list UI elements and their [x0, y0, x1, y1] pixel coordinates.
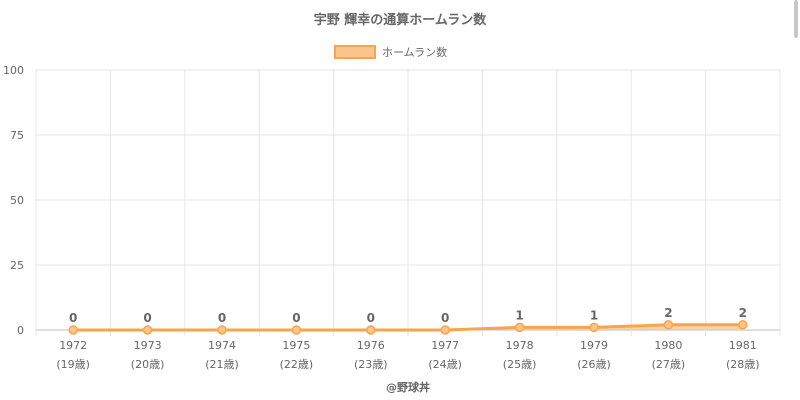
x-tick-age-label: (21歳): [205, 358, 239, 371]
legend-swatch: [334, 45, 376, 59]
y-tick-label: 75: [10, 129, 24, 142]
x-tick-age-label: (20歳): [131, 358, 165, 371]
y-tick-label: 25: [10, 259, 24, 272]
data-point: [291, 325, 302, 335]
x-axis: 1972 (19歳) 1973 (20歳) 1974 (21歳) 1975 (22歳) 1976…: [56, 339, 759, 371]
data-labels: 0 0 0 0 0 0 1 1 2 2: [69, 306, 747, 325]
x-tick-age-label: (28歳): [726, 358, 760, 371]
x-tick-label: 1977: [431, 339, 459, 352]
x-tick-age-label: (24歳): [428, 358, 462, 371]
legend[interactable]: ホームラン数: [334, 45, 447, 59]
x-tick-age-label: (25歳): [503, 358, 537, 371]
x-tick-label: 1981: [729, 339, 757, 352]
scrollbar[interactable]: [794, 0, 798, 38]
data-label: 1: [590, 308, 598, 322]
data-point: [440, 325, 450, 335]
data-label: 0: [292, 311, 300, 325]
data-point: [738, 320, 748, 330]
x-tick-age-label: (22歳): [280, 358, 314, 371]
y-tick-label: 0: [17, 324, 24, 337]
x-tick-label: 1975: [282, 339, 310, 352]
credit-label: @野球丼: [386, 380, 430, 394]
y-tick-label: 50: [10, 194, 24, 207]
data-label: 2: [739, 306, 747, 320]
x-tick-label: 1972: [59, 339, 87, 352]
data-label: 0: [143, 311, 151, 325]
x-tick-age-label: (23歳): [354, 358, 388, 371]
data-point: [366, 325, 376, 335]
data-point: [142, 325, 153, 335]
x-tick-label: 1976: [357, 339, 385, 352]
x-tick-label: 1978: [506, 339, 534, 352]
x-tick-age-label: (19歳): [56, 358, 90, 371]
x-tick-age-label: (26歳): [577, 358, 611, 371]
data-label: 2: [664, 306, 672, 320]
data-point: [217, 325, 227, 335]
data-label: 0: [441, 311, 449, 325]
chart-title: 宇野 輝幸の通算ホームラン数: [314, 12, 487, 28]
data-label: 1: [515, 308, 523, 322]
data-point: [68, 325, 78, 335]
data-point: [663, 320, 674, 330]
data-point: [589, 322, 599, 333]
x-tick-label: 1979: [580, 339, 608, 352]
grid: [35, 69, 781, 336]
x-tick-label: 1973: [134, 339, 162, 352]
data-label: 0: [367, 311, 375, 325]
series-area: [68, 320, 748, 335]
x-tick-label: 1980: [654, 339, 682, 352]
y-tick-label: 100: [3, 64, 24, 77]
series-line: [73, 323, 743, 332]
data-label: 0: [69, 311, 77, 325]
y-axis: 0 25 50 75 100: [3, 64, 24, 337]
data-label: 0: [218, 311, 226, 325]
x-tick-age-label: (27歳): [652, 358, 686, 371]
x-tick-label: 1974: [208, 339, 236, 352]
legend-label: ホームラン数: [382, 46, 447, 59]
data-point: [514, 322, 525, 333]
